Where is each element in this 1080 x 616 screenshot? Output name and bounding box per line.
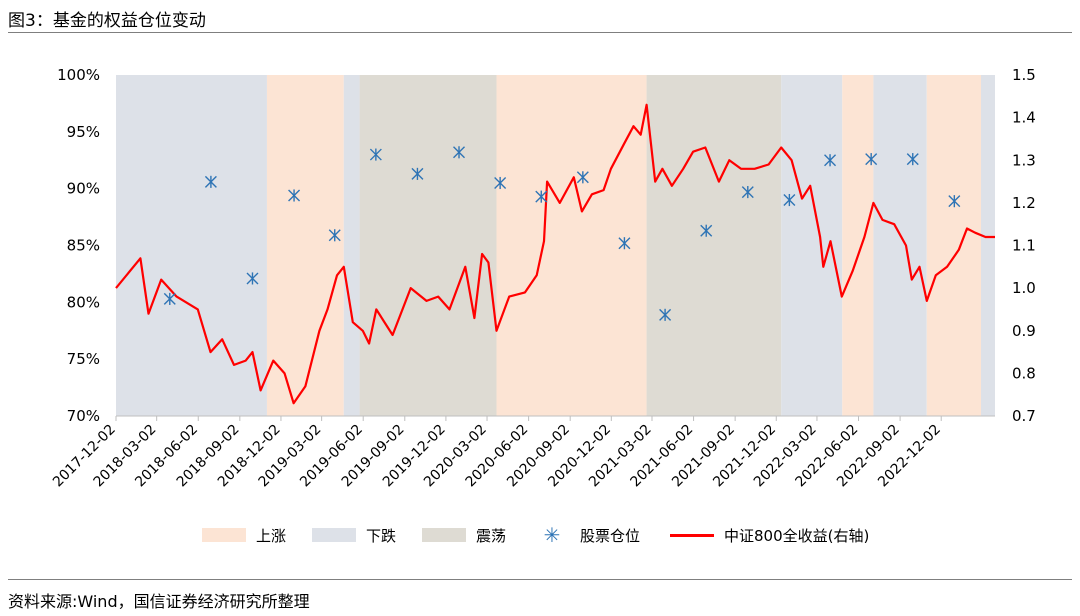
position-marker <box>783 193 796 207</box>
position-marker <box>328 229 341 242</box>
index-line <box>115 103 995 405</box>
legend-down-label: 下跌 <box>366 526 397 545</box>
legend-down-swatch <box>312 528 356 542</box>
y-right-tick-label: 1.3 <box>1012 151 1036 169</box>
position-marker <box>535 190 548 203</box>
legend-up-swatch <box>202 528 246 542</box>
y-left-tick-label: 75% <box>67 350 100 368</box>
position-marker <box>246 272 259 285</box>
legend-up-label: 上涨 <box>256 526 287 545</box>
regime-band-down <box>116 75 267 416</box>
position-marker <box>618 237 631 250</box>
title-rule <box>8 32 1072 33</box>
legend-marker-symbol: ✳ <box>543 523 561 547</box>
legend-up: 上涨 <box>202 524 286 546</box>
regime-band-up <box>926 75 981 416</box>
legend-line: 中证800全收益(右轴) <box>670 524 869 546</box>
legend-marker-label: 股票仓位 <box>580 526 641 545</box>
y-left-tick-label: 85% <box>67 237 100 255</box>
y-left-tick-label: 100% <box>57 66 100 84</box>
position-marker <box>865 153 878 166</box>
position-marker <box>741 186 754 199</box>
position-marker <box>824 154 837 167</box>
y-right-tick-label: 0.9 <box>1012 322 1036 340</box>
regime-band-up <box>266 75 344 416</box>
legend-marker: ✳ 股票仓位 <box>530 524 640 546</box>
y-right-tick-label: 1.1 <box>1012 237 1036 255</box>
y-left-tick-label: 95% <box>67 123 100 141</box>
figure-title: 图3：基金的权益仓位变动 <box>8 11 206 31</box>
position-marker <box>948 195 961 208</box>
y-right-tick-label: 0.7 <box>1012 407 1036 425</box>
y-left-tick-label: 70% <box>67 407 100 425</box>
y-right-tick-label: 1.0 <box>1012 279 1036 297</box>
y-right-tick-label: 1.2 <box>1012 194 1036 212</box>
chart: 70% 75% 80% 85% 90% 95% 100% 0.7 0.8 0.9 1.0 1.1 1.2… <box>50 66 1036 490</box>
legend-line-swatch <box>670 533 714 537</box>
y-left-tick-label: 90% <box>67 180 100 198</box>
regime-band-down <box>873 75 927 416</box>
regime-band-up <box>842 75 874 416</box>
regime-band-down <box>781 75 843 416</box>
source-note: 资料来源:Wind，国信证券经济研究所整理 <box>8 592 310 611</box>
y-left-tick-label: 80% <box>67 293 100 311</box>
position-marker <box>906 153 919 166</box>
legend: 上涨 下跌 震荡 ✳ 股票仓位 中证800全收益(右轴) <box>0 524 1080 546</box>
regime-band-oscillate <box>359 75 497 416</box>
position-marker <box>288 189 301 202</box>
position-marker <box>659 308 672 321</box>
position-marker <box>204 175 217 188</box>
position-marker <box>700 224 713 237</box>
y-right-tick-label: 1.4 <box>1012 109 1036 127</box>
position-marker <box>369 148 382 161</box>
y-right-tick-label: 0.8 <box>1012 364 1036 382</box>
position-marker <box>453 146 466 159</box>
regime-band-oscillate <box>646 75 782 416</box>
footer-rule <box>8 579 1072 580</box>
y-right-tick-label: 1.5 <box>1012 66 1036 84</box>
legend-oscillate-swatch <box>422 528 466 542</box>
legend-oscillate-label: 震荡 <box>476 526 507 545</box>
regime-band-down <box>343 75 360 416</box>
legend-line-label: 中证800全收益(右轴) <box>724 526 870 545</box>
position-marker <box>576 171 589 184</box>
legend-down: 下跌 <box>312 524 396 546</box>
regime-band-down <box>980 75 995 416</box>
position-marker <box>411 167 424 180</box>
legend-oscillate: 震荡 <box>422 524 506 546</box>
position-marker <box>163 292 176 305</box>
position-marker <box>494 176 507 190</box>
